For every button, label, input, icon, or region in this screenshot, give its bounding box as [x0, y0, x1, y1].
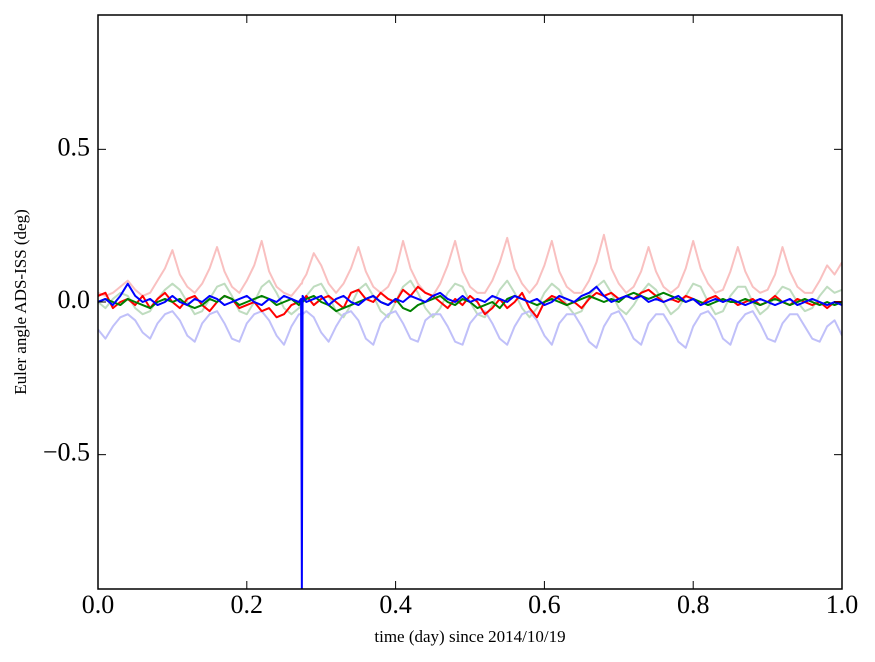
series-line: [98, 279, 842, 319]
x-tick-label: 0.0: [82, 590, 115, 619]
series-line: [98, 291, 842, 313]
y-tick-label: −0.5: [43, 438, 90, 467]
series-line: [98, 282, 842, 589]
x-axis-label: time (day) since 2014/10/19: [374, 627, 565, 646]
x-tick-label: 0.2: [231, 590, 264, 619]
x-tick-label: 0.4: [379, 590, 412, 619]
y-tick-label: 0.0: [58, 285, 91, 314]
plot-lines: [98, 233, 842, 589]
ticks: 0.0 0.2 0.4 0.6 0.8 1.0 −0.5 0.0 0.5: [43, 15, 858, 619]
x-tick-label: 0.6: [528, 590, 561, 619]
series-line: [98, 310, 842, 349]
series-line: [98, 233, 842, 297]
y-axis-label: Euler angle ADS-ISS (deg): [11, 209, 30, 395]
x-tick-label: 0.8: [677, 590, 710, 619]
y-tick-label: 0.5: [58, 132, 91, 161]
x-tick-label: 1.0: [826, 590, 859, 619]
